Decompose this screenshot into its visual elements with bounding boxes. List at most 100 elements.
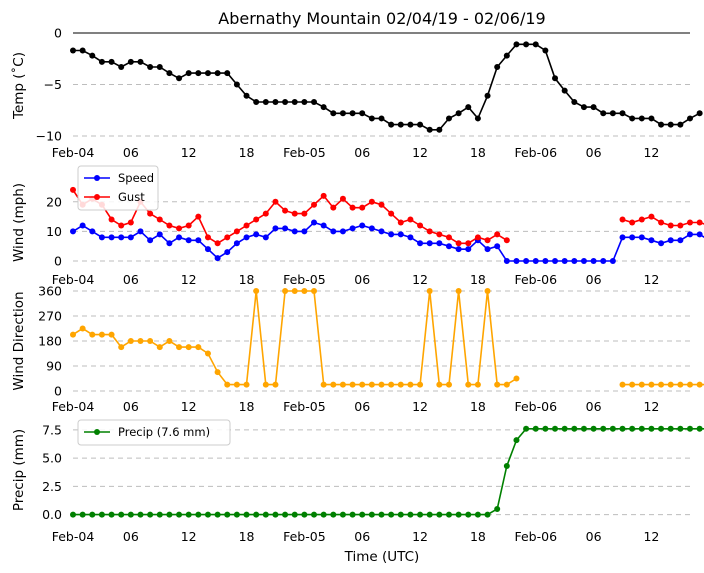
x-tick-label: 18 bbox=[239, 529, 255, 544]
y-axis-label: Wind Direction bbox=[11, 291, 27, 390]
legend-swatch-marker bbox=[94, 194, 100, 200]
y-axis-label: Precip (mm) bbox=[11, 429, 27, 511]
data-point bbox=[147, 338, 154, 344]
data-point bbox=[195, 511, 202, 518]
data-point bbox=[291, 511, 298, 518]
data-point bbox=[79, 47, 86, 54]
data-point bbox=[127, 338, 134, 344]
data-point bbox=[166, 338, 173, 344]
data-point bbox=[214, 240, 221, 247]
data-point bbox=[349, 225, 356, 232]
x-tick-label: 06 bbox=[123, 399, 139, 414]
data-point bbox=[658, 240, 665, 247]
y-tick-label: −10 bbox=[36, 128, 62, 143]
data-point bbox=[445, 511, 452, 518]
data-point bbox=[494, 63, 501, 70]
y-tick-label: 0 bbox=[54, 254, 62, 269]
data-point bbox=[494, 381, 501, 388]
x-tick-label: 06 bbox=[354, 399, 370, 414]
data-point bbox=[465, 104, 472, 111]
data-point bbox=[70, 186, 76, 193]
data-point bbox=[330, 511, 337, 518]
data-point bbox=[648, 237, 655, 244]
data-point bbox=[98, 511, 105, 518]
data-point bbox=[176, 234, 183, 241]
data-point bbox=[108, 58, 115, 65]
data-point bbox=[609, 425, 616, 432]
data-point bbox=[311, 201, 318, 208]
x-tick-label: Feb-05 bbox=[283, 145, 326, 160]
data-point bbox=[667, 425, 674, 432]
y-tick-label: 270 bbox=[38, 309, 62, 324]
data-point bbox=[147, 210, 154, 217]
data-point bbox=[590, 104, 597, 111]
data-point bbox=[301, 210, 308, 217]
data-point bbox=[156, 63, 163, 70]
data-point bbox=[98, 331, 105, 338]
data-point bbox=[388, 121, 395, 128]
data-point bbox=[484, 511, 491, 518]
x-tick-label: Feb-05 bbox=[283, 272, 326, 287]
data-point bbox=[224, 249, 231, 256]
y-tick-label: 180 bbox=[38, 334, 62, 349]
data-point bbox=[388, 231, 395, 238]
data-point bbox=[407, 511, 414, 518]
data-point bbox=[330, 228, 337, 235]
data-point bbox=[397, 511, 404, 518]
data-point bbox=[407, 121, 414, 128]
data-point bbox=[667, 222, 674, 229]
data-point bbox=[378, 381, 385, 388]
data-point bbox=[243, 381, 250, 388]
data-point bbox=[513, 437, 520, 444]
data-point bbox=[330, 204, 337, 211]
data-point bbox=[397, 121, 404, 128]
data-point bbox=[291, 288, 298, 294]
legend-label: Speed bbox=[118, 171, 154, 185]
data-point bbox=[147, 511, 154, 518]
data-point bbox=[696, 381, 703, 388]
data-point bbox=[118, 234, 125, 241]
x-tick-label: 06 bbox=[586, 272, 602, 287]
x-tick-label: Feb-04 bbox=[52, 399, 95, 414]
data-point bbox=[185, 70, 192, 77]
data-point bbox=[378, 228, 385, 235]
data-point bbox=[696, 425, 703, 432]
data-point bbox=[561, 87, 568, 94]
data-point bbox=[195, 237, 202, 244]
data-point bbox=[571, 98, 578, 105]
data-point bbox=[204, 70, 211, 77]
data-point bbox=[658, 219, 665, 226]
x-tick-label: 12 bbox=[181, 399, 197, 414]
data-point bbox=[523, 425, 530, 432]
data-point bbox=[108, 216, 115, 223]
data-point bbox=[445, 381, 452, 388]
data-point bbox=[118, 63, 125, 70]
x-axis-label: Time (UTC) bbox=[344, 549, 420, 565]
data-point bbox=[98, 234, 105, 241]
data-point bbox=[445, 115, 452, 122]
x-tick-label: 06 bbox=[354, 529, 370, 544]
data-point bbox=[291, 210, 298, 217]
x-tick-label: 12 bbox=[412, 399, 428, 414]
data-point bbox=[89, 331, 96, 338]
data-point bbox=[272, 511, 279, 518]
data-point bbox=[629, 381, 636, 388]
data-point bbox=[407, 216, 414, 223]
legend-label: Gust bbox=[118, 190, 145, 204]
y-axis-label: Wind (mph) bbox=[11, 183, 27, 262]
data-point bbox=[532, 41, 539, 48]
data-point bbox=[243, 222, 250, 229]
x-tick-label: 18 bbox=[470, 399, 486, 414]
data-point bbox=[243, 511, 250, 518]
data-point bbox=[609, 258, 616, 265]
y-tick-label: 90 bbox=[46, 359, 62, 374]
x-tick-label: 06 bbox=[354, 272, 370, 287]
data-point bbox=[127, 234, 134, 241]
data-point bbox=[320, 104, 327, 111]
y-tick-label: −5 bbox=[44, 77, 62, 92]
data-point bbox=[359, 222, 366, 229]
data-point bbox=[368, 511, 375, 518]
data-point bbox=[417, 381, 424, 388]
precip-panel: Time (UTC) 0.0 2.5 5.0 7.5 Feb-04 06 12 18 Feb-0… bbox=[11, 419, 704, 565]
